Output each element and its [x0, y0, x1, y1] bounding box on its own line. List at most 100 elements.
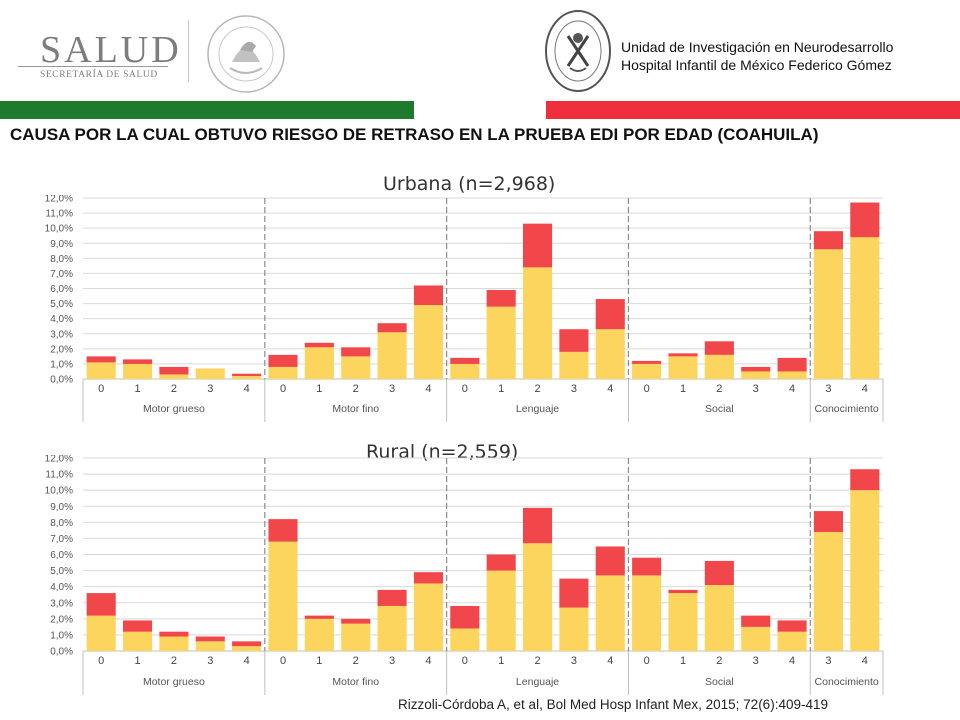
- bar-base-segment: [159, 374, 189, 379]
- bar-base-segment: [668, 356, 698, 379]
- bar-top-segment: [123, 359, 153, 364]
- bar-top-segment: [850, 202, 880, 238]
- x-group-label: Lenguaje: [516, 676, 559, 688]
- bar-base-segment: [486, 306, 516, 379]
- x-category-label: 0: [98, 655, 104, 667]
- bar-top-segment: [377, 589, 407, 606]
- bar-top-segment: [159, 366, 189, 375]
- bar-top-segment: [450, 605, 480, 629]
- y-tick-label: 0,0%: [50, 375, 73, 386]
- bar-base-segment: [595, 329, 625, 379]
- bar-base-segment: [377, 332, 407, 379]
- y-tick-label: 6,0%: [50, 550, 73, 561]
- bar-base-segment: [377, 605, 407, 651]
- bar-base-segment: [595, 575, 625, 651]
- x-category-label: 4: [425, 383, 431, 395]
- x-category-label: 1: [498, 383, 504, 395]
- bar-top-segment: [341, 347, 371, 357]
- bar-base-segment: [850, 490, 880, 651]
- x-category-label: 0: [462, 655, 468, 667]
- bar-base-segment: [632, 575, 662, 651]
- bar-base-segment: [486, 570, 516, 651]
- y-tick-label: 4,0%: [50, 582, 73, 593]
- slide-title: CAUSA POR LA CUAL OBTUVO RIESGO DE RETRA…: [10, 125, 819, 144]
- x-category-label: 3: [571, 655, 577, 667]
- bar-top-segment: [304, 615, 334, 619]
- y-tick-label: 4,0%: [50, 314, 73, 325]
- y-tick-label: 6,0%: [50, 284, 73, 295]
- unit-name: Unidad de Investigación en Neurodesarrol…: [621, 39, 894, 55]
- x-group-label: Lenguaje: [516, 403, 559, 415]
- bar-top-segment: [232, 641, 262, 647]
- y-tick-label: 0,0%: [50, 647, 73, 658]
- bar-top-segment: [668, 353, 698, 357]
- x-category-label: 2: [534, 383, 540, 395]
- y-tick-label: 5,0%: [50, 299, 73, 310]
- bar-top-segment: [523, 223, 553, 268]
- y-tick-label: 11,0%: [45, 470, 73, 481]
- rural-stacked-bar-chart: 0,0% 1,0% 2,0% 3,0% 4,0% 5,0% 6,0% 7,0% 8,0% 9,0%…: [45, 455, 884, 695]
- bar-base-segment: [232, 646, 262, 651]
- bar-top-segment: [413, 285, 443, 306]
- x-category-label: 1: [680, 655, 686, 667]
- bar-top-segment: [813, 231, 843, 250]
- x-category-label: 3: [207, 655, 213, 667]
- bar-top-segment: [341, 618, 371, 624]
- bar-top-segment: [195, 636, 225, 642]
- y-tick-label: 12,0%: [45, 455, 73, 465]
- bar-base-segment: [123, 631, 153, 651]
- x-category-label: 0: [280, 383, 286, 395]
- urbana-stacked-bar-chart: 0,0% 1,0% 2,0% 3,0% 4,0% 5,0% 6,0% 7,0% 8,0% 9,0%…: [45, 195, 884, 422]
- bar-top-segment: [813, 511, 843, 532]
- bar-top-segment: [850, 469, 880, 491]
- salud-logo-text: SALUD: [40, 29, 182, 71]
- x-category-label: 2: [353, 655, 359, 667]
- x-group-label: Motor fino: [332, 403, 379, 415]
- bar-top-segment: [232, 373, 262, 376]
- bar-base-segment: [232, 375, 262, 379]
- bar-base-segment: [813, 249, 843, 379]
- x-group-label: Conocimiento: [815, 403, 879, 415]
- x-group-label: Motor grueso: [143, 676, 205, 688]
- x-category-label: 4: [789, 655, 795, 667]
- bar-top-segment: [304, 342, 334, 348]
- bar-base-segment: [304, 347, 334, 379]
- bar-top-segment: [486, 290, 516, 307]
- bar-base-segment: [159, 636, 189, 651]
- bar-top-segment: [159, 631, 189, 637]
- bar-base-segment: [741, 626, 771, 651]
- y-tick-label: 3,0%: [50, 329, 73, 340]
- bar-top-segment: [668, 589, 698, 594]
- x-category-label: 2: [534, 655, 540, 667]
- y-tick-label: 2,0%: [50, 614, 73, 625]
- x-group-label: Motor grueso: [143, 403, 205, 415]
- x-category-label: 0: [644, 655, 650, 667]
- green-band: [0, 101, 414, 119]
- bar-top-segment: [486, 554, 516, 571]
- bar-top-segment: [450, 357, 480, 364]
- x-group-label: Social: [705, 676, 734, 688]
- x-category-label: 4: [789, 383, 795, 395]
- x-category-label: 4: [862, 383, 868, 395]
- x-category-label: 1: [316, 655, 322, 667]
- y-tick-label: 1,0%: [50, 630, 73, 641]
- bar-base-segment: [195, 641, 225, 651]
- x-category-label: 3: [753, 655, 759, 667]
- bar-top-segment: [559, 329, 589, 352]
- bar-base-segment: [268, 366, 298, 379]
- bar-base-segment: [777, 371, 807, 379]
- bar-base-segment: [341, 356, 371, 379]
- y-tick-label: 7,0%: [50, 269, 73, 280]
- y-tick-label: 5,0%: [50, 566, 73, 577]
- bar-top-segment: [741, 615, 771, 627]
- x-category-label: 3: [389, 655, 395, 667]
- bar-top-segment: [632, 557, 662, 576]
- x-category-label: 4: [607, 655, 613, 667]
- bar-base-segment: [668, 593, 698, 651]
- bar-base-segment: [850, 237, 880, 379]
- bar-base-segment: [777, 631, 807, 651]
- x-category-label: 3: [825, 383, 831, 395]
- bar-top-segment: [86, 593, 116, 616]
- x-category-label: 0: [462, 383, 468, 395]
- bar-base-segment: [632, 363, 662, 379]
